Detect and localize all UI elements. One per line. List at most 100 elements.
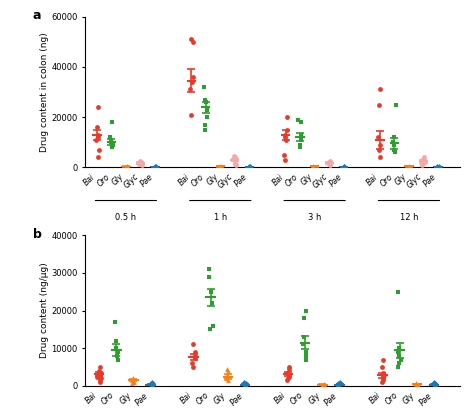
Point — [189, 341, 197, 348]
Point — [295, 116, 302, 123]
Text: 3 h: 3 h — [308, 212, 321, 222]
Point — [375, 146, 383, 153]
Point — [223, 371, 230, 378]
Point — [128, 380, 136, 386]
Point — [281, 151, 288, 158]
Point — [108, 137, 115, 143]
Point — [297, 119, 305, 125]
Point — [376, 142, 383, 148]
Point — [152, 164, 159, 170]
Point — [108, 144, 116, 151]
Point — [113, 352, 120, 359]
Point — [406, 164, 414, 170]
Point — [148, 382, 155, 388]
Y-axis label: Drug content (ng/μg): Drug content (ng/μg) — [39, 263, 48, 359]
Point — [97, 369, 104, 376]
Point — [231, 154, 238, 161]
Point — [95, 146, 102, 153]
Point — [414, 382, 421, 388]
Point — [302, 356, 310, 363]
Point — [286, 364, 293, 371]
Point — [242, 381, 249, 388]
Point — [334, 381, 342, 388]
Point — [340, 164, 347, 171]
Point — [231, 160, 238, 167]
Point — [122, 164, 129, 170]
Point — [123, 163, 131, 170]
Point — [433, 164, 440, 170]
Point — [189, 39, 197, 45]
Point — [300, 315, 308, 322]
Point — [395, 349, 402, 355]
Point — [430, 380, 438, 387]
Point — [374, 134, 382, 141]
Point — [397, 356, 405, 363]
Point — [203, 106, 210, 113]
Text: b: b — [33, 228, 42, 241]
Point — [283, 369, 291, 376]
Point — [130, 379, 137, 386]
Point — [94, 154, 101, 161]
Point — [380, 371, 387, 378]
Point — [138, 161, 146, 168]
Point — [215, 163, 223, 170]
Point — [96, 371, 104, 378]
Point — [147, 381, 155, 388]
Point — [187, 111, 195, 118]
Point — [204, 114, 211, 120]
Point — [241, 382, 248, 388]
Point — [191, 354, 199, 361]
Y-axis label: Drug content in colon (ng): Drug content in colon (ng) — [39, 32, 48, 152]
Point — [206, 326, 214, 333]
Point — [201, 121, 209, 128]
Point — [94, 134, 101, 141]
Point — [391, 149, 399, 156]
Point — [405, 163, 413, 169]
Point — [224, 366, 231, 372]
Point — [326, 160, 333, 167]
Point — [148, 380, 156, 387]
Point — [390, 142, 398, 148]
Point — [376, 154, 383, 161]
Point — [284, 375, 292, 382]
Point — [94, 104, 102, 110]
Point — [302, 349, 310, 355]
Point — [232, 161, 240, 168]
Point — [320, 381, 328, 387]
Point — [282, 132, 289, 138]
Point — [435, 164, 443, 171]
Point — [93, 124, 100, 130]
Point — [379, 369, 386, 376]
Point — [107, 139, 115, 146]
Point — [224, 377, 232, 383]
Point — [152, 164, 160, 171]
Point — [209, 322, 217, 329]
Text: 12 h: 12 h — [400, 212, 418, 222]
Point — [232, 158, 239, 164]
Point — [187, 36, 194, 42]
Point — [379, 377, 386, 383]
Point — [379, 356, 387, 363]
Point — [325, 159, 333, 166]
Point — [395, 352, 403, 359]
Point — [310, 163, 317, 169]
Point — [190, 364, 197, 371]
Point — [109, 119, 116, 125]
Point — [114, 356, 121, 363]
Point — [419, 160, 426, 167]
Point — [128, 377, 136, 383]
Point — [208, 300, 216, 306]
Point — [201, 126, 209, 133]
Point — [96, 379, 104, 386]
Point — [281, 134, 289, 141]
Point — [334, 382, 342, 388]
Point — [135, 160, 143, 167]
Text: a: a — [33, 9, 41, 22]
Point — [246, 163, 254, 170]
Point — [379, 373, 387, 380]
Point — [112, 345, 119, 352]
Point — [223, 375, 230, 382]
Point — [296, 142, 304, 148]
Point — [431, 382, 438, 388]
Point — [136, 158, 143, 164]
